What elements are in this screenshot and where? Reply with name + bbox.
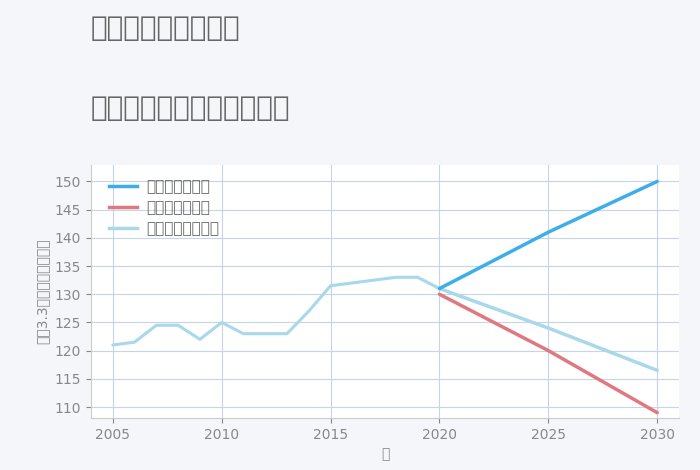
X-axis label: 年: 年 bbox=[381, 447, 389, 462]
Y-axis label: 坪（3.3㎡）単価（万円）: 坪（3.3㎡）単価（万円） bbox=[35, 239, 49, 344]
Legend: グッドシナリオ, バッドシナリオ, ノーマルシナリオ: グッドシナリオ, バッドシナリオ, ノーマルシナリオ bbox=[104, 175, 223, 241]
Text: 岐阜県岐阜市五坪の: 岐阜県岐阜市五坪の bbox=[91, 14, 241, 42]
Text: 中古マンションの価格推移: 中古マンションの価格推移 bbox=[91, 94, 290, 122]
